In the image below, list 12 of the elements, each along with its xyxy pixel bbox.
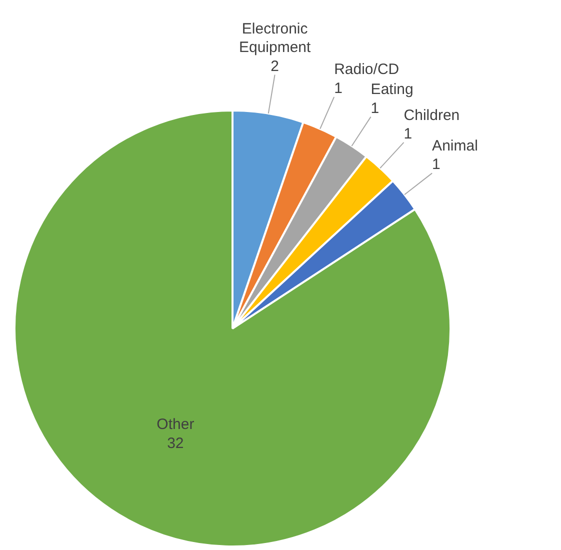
slice-label: Children — [404, 106, 460, 124]
data-label: 1 — [370, 100, 380, 117]
data-label: 1 — [432, 156, 440, 174]
slice-label: Animal — [432, 137, 478, 154]
data-label: 2 — [270, 58, 280, 75]
slice-label: Radio/CD — [334, 61, 400, 78]
data-label: 1 — [404, 125, 412, 142]
slice-label: Electronic Equipment — [238, 20, 312, 56]
data-label: 1 — [334, 80, 342, 97]
slice-label: Eating — [370, 81, 414, 98]
data-label: 32 — [167, 434, 184, 452]
slice-label: Other — [156, 416, 194, 434]
